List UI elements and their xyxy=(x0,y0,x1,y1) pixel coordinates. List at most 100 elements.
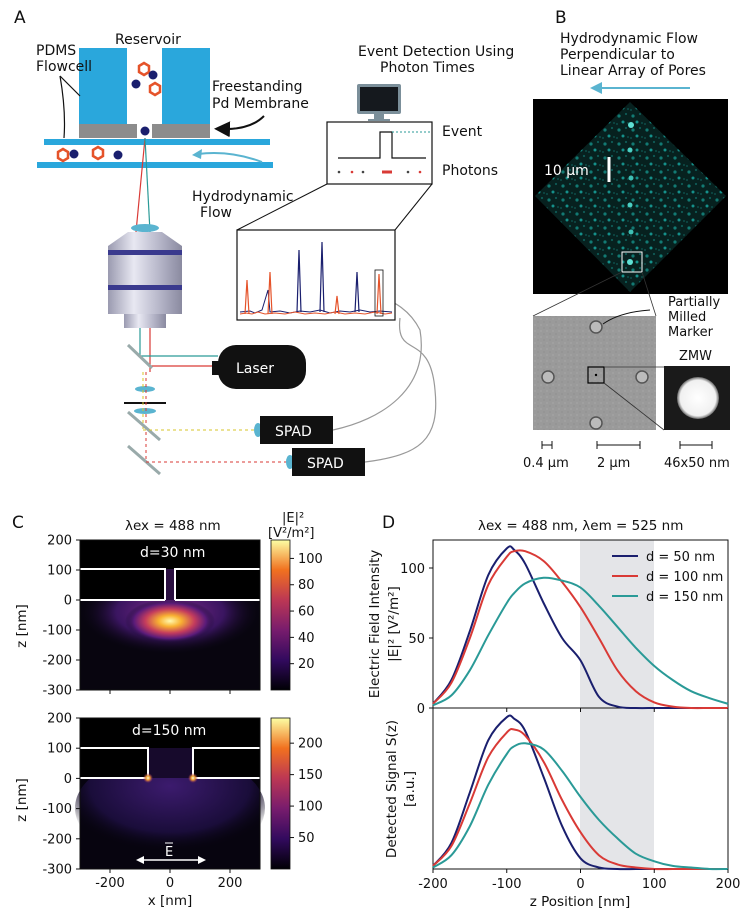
e-arrow-right xyxy=(198,856,206,864)
flow-arrow-shaft xyxy=(197,152,263,163)
dichroic-mirror-2 xyxy=(127,410,161,442)
c-ytick-label: 0 xyxy=(64,772,72,787)
cb-label-1: |E|² xyxy=(282,511,304,526)
e-field-label: E xyxy=(165,845,173,860)
series-line-3 xyxy=(432,576,729,707)
trace-plot xyxy=(236,229,396,321)
cable-2 xyxy=(364,317,437,463)
photon-1 xyxy=(337,170,341,174)
flow-perp-title-3: Linear Array of Pores xyxy=(560,63,706,79)
objective-band-2 xyxy=(108,285,182,290)
c-ytick-label: 100 xyxy=(47,742,72,757)
flow-label-1: Hydrodynamic xyxy=(192,189,294,205)
pore-top xyxy=(166,569,174,600)
plot-d-top: 100 50 0 xyxy=(400,545,729,717)
pore-spot-5 xyxy=(628,229,634,235)
c-ytick-label: -200 xyxy=(42,832,72,847)
colorbar-tick-label: 50 xyxy=(298,831,315,846)
legend-d: d = 50 nm d = 100 nm d = 150 nm xyxy=(612,550,723,605)
panel-d-label: D xyxy=(382,513,395,533)
c-ytick-label: -100 xyxy=(42,802,72,817)
colorbar-tick-label: 100 xyxy=(298,800,323,815)
flow-perp-title-2: Perpendicular to xyxy=(560,47,675,63)
scale-bar-b xyxy=(596,441,641,449)
marker-right xyxy=(635,370,649,384)
scale-bar-a xyxy=(541,441,553,449)
shaded-region-top xyxy=(580,540,654,708)
d-top-ylabel-1: Electric Field Intensity xyxy=(367,550,383,699)
colorbar-tick-label: 100 xyxy=(298,552,323,567)
d-top-ylabel-2: |E|² [V²/m²] xyxy=(386,586,402,662)
pore-spot-3 xyxy=(628,175,634,181)
flowcell-left-block xyxy=(79,48,127,124)
particle-hex-4 xyxy=(91,145,105,161)
pdms-label-1: PDMS xyxy=(36,43,76,59)
colorbar-top-ticks: 100 80 60 40 20 xyxy=(290,552,323,672)
colorbar-tick-label: 40 xyxy=(298,631,315,646)
laser-aperture xyxy=(212,361,220,375)
series-line-3 xyxy=(432,742,729,871)
trace-blue xyxy=(239,289,393,314)
photon-3 xyxy=(361,170,365,174)
d-xlabel: z Position [nm] xyxy=(530,894,630,910)
series-line-2 xyxy=(432,728,728,871)
event-trace xyxy=(338,131,426,159)
membrane-label-2: Pd Membrane xyxy=(212,96,309,112)
flowcell-channel-bottom xyxy=(37,162,273,168)
particle-hex-2 xyxy=(148,81,162,97)
c-xtick-label: 0 xyxy=(166,876,174,891)
fluorescence-diamond xyxy=(535,102,726,292)
heatmap-top-axes: 200 100 0 -100 -200 -300 xyxy=(42,534,231,699)
spad1-label: SPAD xyxy=(275,424,312,440)
marker-leader xyxy=(602,309,651,325)
legend-d50: d = 50 nm xyxy=(646,550,715,565)
c-ytick-label: -200 xyxy=(42,654,72,669)
trace-red xyxy=(239,311,393,315)
plot-d-bottom: -200 -100 0 100 200 xyxy=(418,714,741,892)
trace-blue-peaks xyxy=(296,241,360,313)
c-xtick-label: -200 xyxy=(95,876,125,891)
zoom-line-right xyxy=(394,183,433,231)
pore-spot-6 xyxy=(627,259,633,265)
colorbar-tick-label: 80 xyxy=(298,578,315,593)
zoom-line-b-right xyxy=(641,271,657,317)
series-line-2 xyxy=(432,549,728,710)
event-highlight xyxy=(374,269,384,317)
detect-title-2: Photon Times xyxy=(380,60,475,76)
edge-hotspot-right xyxy=(188,773,198,783)
colorbar-tick-label: 200 xyxy=(298,737,323,752)
particle-dot-4 xyxy=(113,150,123,160)
particle-hex-3 xyxy=(56,147,70,163)
heatmap-bottom-axes: 200 100 0 -100 -200 -300 -200 0 200 xyxy=(42,712,242,892)
objective-base xyxy=(124,314,166,328)
flow-perp-title-1: Hydrodynamic Flow xyxy=(560,31,698,47)
marker-label-2: Milled xyxy=(668,310,706,325)
particle-dot-3 xyxy=(69,149,79,159)
c-bottom-ylabel: z [nm] xyxy=(14,778,30,822)
particles xyxy=(56,61,162,163)
particle-hex-1 xyxy=(137,61,151,77)
pore-column xyxy=(627,122,634,265)
particle-dot-1 xyxy=(148,70,158,80)
monitor-stand xyxy=(374,114,384,119)
c-ytick-label: 0 xyxy=(64,594,72,609)
legend-d100: d = 100 nm xyxy=(646,570,723,585)
d-xtick-label: -100 xyxy=(492,877,522,892)
d-bottom-ylabel-2: [a.u.] xyxy=(402,771,418,807)
zmw-link-bottom xyxy=(603,382,665,431)
event-label: Event xyxy=(442,124,483,140)
marker-label-1: Partially xyxy=(668,295,720,310)
membrane-label-1: Freestanding xyxy=(212,79,302,95)
scale-b-label: 2 µm xyxy=(597,456,630,471)
d30-label: d=30 nm xyxy=(140,545,205,561)
zmw-label: ZMW xyxy=(679,349,712,364)
pore-spot-1 xyxy=(628,122,634,128)
d-xtick-label: -200 xyxy=(418,877,448,892)
relay-lens-2 xyxy=(134,408,156,414)
cable-1 xyxy=(332,299,422,431)
spad1-body xyxy=(260,416,333,444)
d-xtick-label: 200 xyxy=(716,877,741,892)
relay-lens-1 xyxy=(135,386,155,392)
laser-label: Laser xyxy=(236,361,274,377)
